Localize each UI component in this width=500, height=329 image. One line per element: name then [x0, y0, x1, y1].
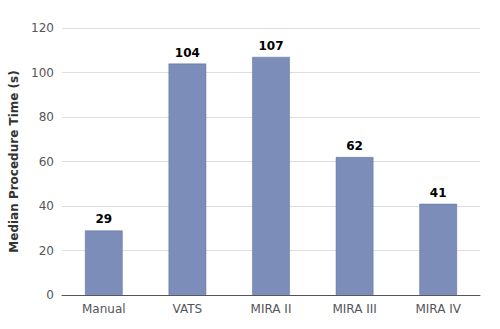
- svg-text:41: 41: [430, 186, 447, 200]
- svg-text:MIRA III: MIRA III: [332, 302, 376, 316]
- svg-text:100: 100: [31, 66, 54, 80]
- svg-text:Manual: Manual: [82, 302, 126, 316]
- svg-text:29: 29: [95, 212, 112, 226]
- svg-text:80: 80: [39, 110, 54, 124]
- svg-text:62: 62: [346, 139, 363, 153]
- svg-text:MIRA II: MIRA II: [251, 302, 292, 316]
- svg-text:60: 60: [39, 155, 54, 169]
- svg-text:107: 107: [258, 39, 283, 53]
- svg-text:104: 104: [175, 46, 200, 60]
- svg-text:MIRA IV: MIRA IV: [415, 302, 461, 316]
- svg-text:40: 40: [39, 199, 54, 213]
- svg-text:0: 0: [46, 288, 54, 302]
- svg-text:Median Procedure Time (s): Median Procedure Time (s): [7, 70, 21, 252]
- svg-text:VATS: VATS: [173, 302, 203, 316]
- svg-text:20: 20: [39, 244, 54, 258]
- svg-text:120: 120: [31, 21, 54, 35]
